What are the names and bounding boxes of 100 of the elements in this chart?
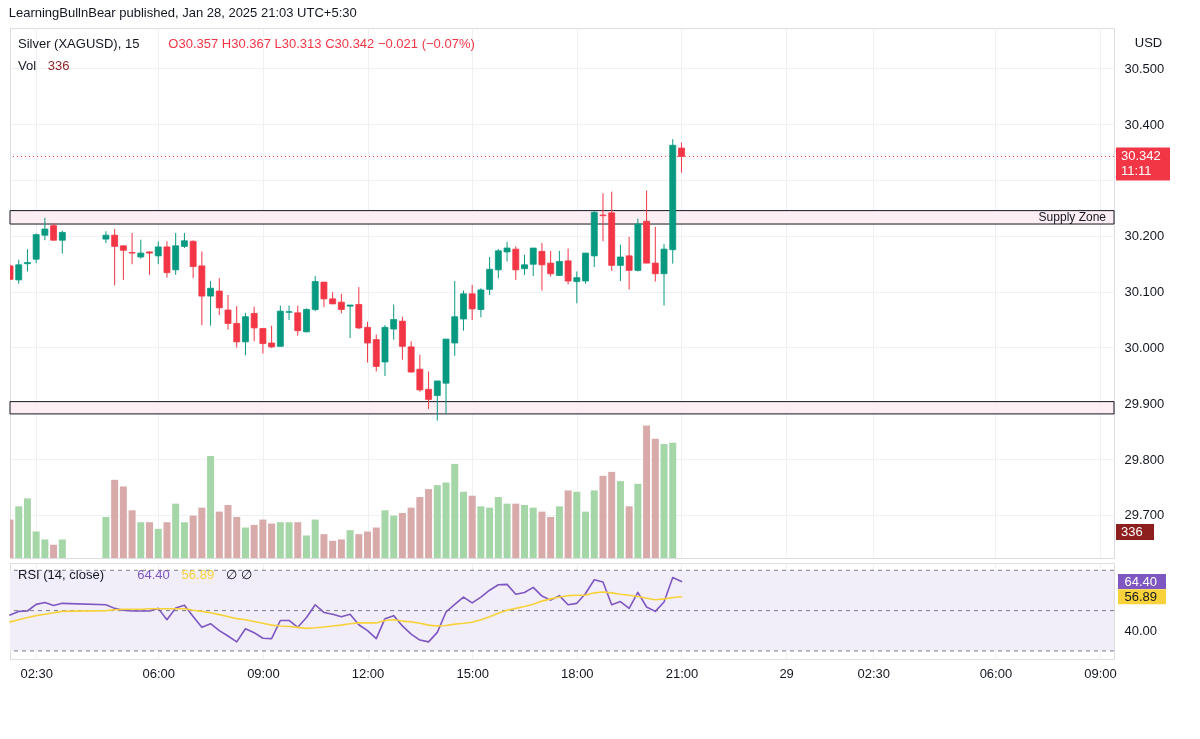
candlestick: [111, 228, 119, 286]
bar: [564, 490, 572, 558]
bar: [433, 485, 441, 558]
x-tick-label: 15:00: [456, 665, 489, 681]
text: 11:11: [1121, 163, 1152, 179]
bar: [477, 506, 485, 558]
x-tick-label: 09:00: [247, 665, 280, 681]
candlestick: [146, 250, 153, 276]
y-tick-label: 30.200: [1124, 228, 1165, 244]
bar: [23, 498, 31, 558]
candlestick: [364, 321, 371, 364]
bar: [608, 471, 616, 558]
bar: [625, 506, 633, 558]
bar: [355, 534, 363, 558]
bar: [529, 507, 537, 558]
candlestick: [102, 230, 110, 244]
x-tick-label: 12:00: [351, 665, 385, 681]
y-axis-title: USD: [1134, 34, 1163, 50]
y-tick-label: 30.000: [1124, 339, 1165, 355]
bar: [547, 516, 555, 558]
chart-title: RSI (14, close): [18, 567, 104, 582]
bar: [521, 505, 528, 558]
text: Silver (XAGUSD), 15: [18, 36, 140, 51]
annotation: 56.89: [181, 567, 215, 582]
y-tick-label: 56.89: [1124, 589, 1158, 605]
bar: [119, 486, 127, 558]
bar: [381, 510, 389, 558]
bar: [390, 515, 398, 558]
candlestick: [512, 245, 520, 281]
candlestick: [573, 271, 581, 304]
bar: [573, 491, 581, 558]
candlestick: [119, 245, 127, 281]
bar: [276, 522, 284, 558]
candlestick: [355, 286, 363, 330]
candlestick: [24, 248, 31, 272]
candlestick: [468, 284, 476, 321]
candlestick: [128, 232, 136, 265]
y-tick-label: 64.40: [1124, 574, 1158, 590]
candlestick: [521, 254, 528, 276]
bar: [172, 503, 180, 558]
chart-title: LearningBullnBear published, Jan 28, 2025 21:03 UTC+5:30: [8, 4, 357, 20]
candlestick: [207, 280, 214, 327]
candlestick: [303, 307, 310, 333]
y-tick-label: 30.500: [1124, 60, 1165, 76]
bar: [372, 527, 380, 558]
x-tick-label: 02:30: [20, 665, 53, 681]
ref-line-label: 30.342: [1121, 148, 1161, 164]
candlestick: [529, 247, 537, 277]
bar: [538, 511, 546, 558]
bar: [111, 479, 119, 558]
candlestick: [555, 250, 563, 277]
bar: [154, 528, 162, 558]
bar: [180, 522, 188, 558]
candlestick: [625, 236, 633, 290]
bar: [50, 544, 58, 558]
x-tick-label: 18:00: [561, 665, 594, 681]
bar: [459, 491, 467, 558]
bar: [494, 497, 502, 558]
candlestick: [15, 259, 23, 285]
bar: [398, 512, 406, 558]
y-tick-label: 40.00: [1124, 623, 1158, 639]
candlestick: [337, 293, 345, 314]
candlestick: [564, 248, 572, 285]
bar: [285, 522, 293, 558]
candlestick: [294, 305, 302, 337]
bar: [329, 540, 337, 558]
candlestick: [215, 277, 223, 316]
bar: [320, 534, 328, 558]
candlestick: [651, 226, 659, 283]
chart-title: Vol: [18, 58, 37, 73]
bar: [486, 507, 494, 558]
annotation: O30.357 H30.367 L30.313 C30.342 −0.021 (−0.07%): [168, 36, 475, 51]
bar: [468, 495, 476, 558]
bar: [599, 475, 607, 558]
bar: [215, 511, 223, 558]
annotation: 336: [47, 58, 70, 73]
bar: [512, 503, 520, 558]
x-tick-label: 06:00: [142, 665, 176, 681]
line-series: [9, 591, 683, 630]
bar: [268, 523, 276, 558]
x-tick-label: 06:00: [979, 665, 1013, 681]
bar: [311, 519, 319, 558]
candlestick: [58, 230, 66, 255]
x-tick-label: 02:30: [857, 665, 891, 681]
y-tick-label: 30.400: [1124, 116, 1165, 132]
bar: [137, 522, 145, 558]
y-tick-label: 29.900: [1124, 395, 1165, 411]
bar: [643, 425, 651, 558]
bar: [163, 522, 171, 558]
bar: [555, 506, 563, 558]
y-tick-label: 30.100: [1124, 284, 1165, 300]
text: 336: [1121, 524, 1143, 539]
y-tick-label: 29.700: [1124, 507, 1165, 523]
annotation: ∅ ∅: [226, 567, 252, 582]
bar: [634, 483, 642, 558]
bar: [337, 539, 345, 558]
bar: [616, 481, 624, 558]
bar: [503, 503, 511, 558]
candlestick: [154, 240, 162, 265]
x-tick-label: 09:00: [1084, 665, 1117, 681]
